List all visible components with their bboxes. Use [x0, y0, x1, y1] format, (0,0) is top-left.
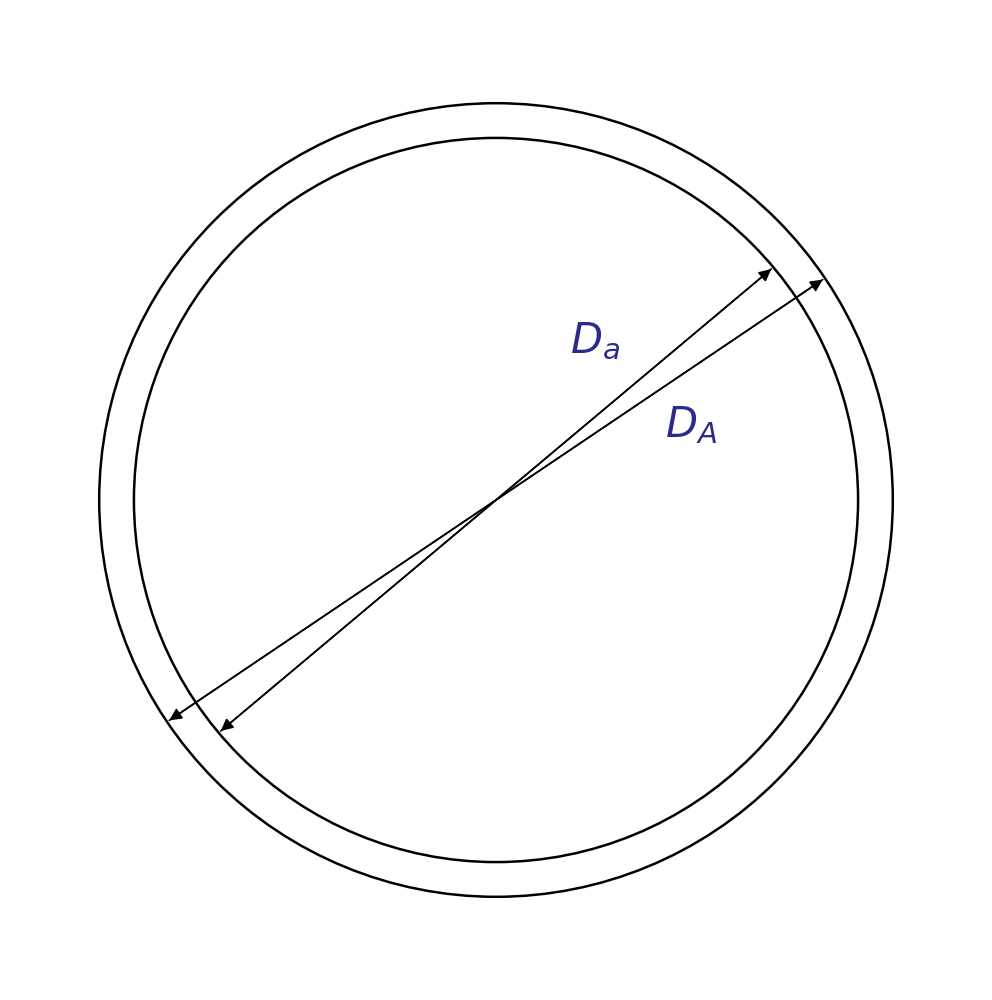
Text: $D_A$: $D_A$: [665, 405, 716, 447]
Text: $D_a$: $D_a$: [570, 320, 620, 362]
